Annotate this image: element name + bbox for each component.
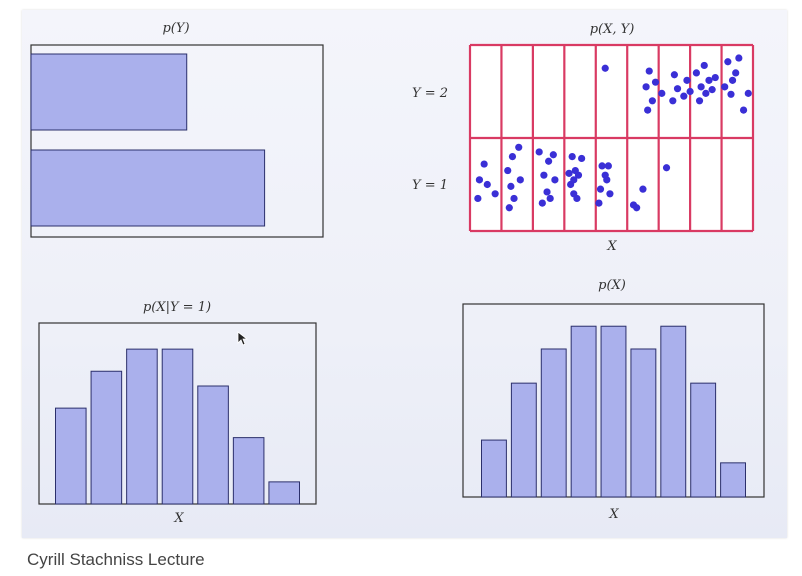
pxy-point-67 (629, 201, 638, 209)
pxy-point-16 (705, 76, 713, 84)
pxy-point-54 (578, 154, 586, 163)
pxy-xlabel: X (607, 239, 617, 254)
pxy-ytick-2: Y = 2 (412, 86, 449, 101)
pxy-point-13 (692, 69, 700, 77)
px-bar-5 (630, 348, 657, 498)
pxy-point-25 (735, 54, 743, 62)
pxgy1-bar-6 (268, 481, 301, 505)
px-bar-8 (720, 462, 747, 498)
pxy-point-46 (551, 176, 559, 184)
pxgy1-bar-5 (232, 437, 265, 505)
pxgy1-bar-0 (55, 407, 87, 505)
pxy-point-37 (510, 194, 518, 203)
pxgy1-title: p(X|Y = 1) (142, 300, 212, 315)
pxy-point-47 (543, 188, 551, 196)
pxy-point-42 (540, 171, 548, 179)
pxgy1-bar-1 (90, 370, 123, 505)
pxy-point-19 (700, 61, 708, 70)
pxy-point-5 (658, 89, 666, 97)
pxgy1-xlabel: X (174, 511, 184, 526)
pxy-point-14 (697, 83, 705, 91)
pxy-point-43 (545, 157, 553, 165)
pxy-point-33 (480, 160, 488, 168)
pxy-point-31 (474, 194, 482, 203)
pxy-point-6 (645, 67, 653, 75)
pxy-point-68 (662, 164, 671, 172)
py-bar-0 (30, 53, 188, 131)
pxy-point-55 (573, 194, 581, 203)
pxy-point-9 (680, 92, 688, 100)
pxy-point-30 (483, 180, 491, 189)
pxy-point-26 (728, 76, 737, 84)
pxy-point-36 (515, 143, 523, 151)
px-bar-4 (600, 325, 627, 498)
pxy-point-1 (642, 83, 650, 91)
pxy-point-7 (670, 71, 678, 79)
px-bar-6 (660, 325, 687, 498)
pxy-point-48 (549, 151, 557, 159)
pxy-point-62 (595, 199, 603, 207)
pxy-point-27 (739, 106, 748, 114)
pxy-point-12 (686, 87, 694, 96)
pxy-point-20 (708, 86, 716, 94)
pxy-point-28 (744, 89, 752, 97)
pxy-point-29 (475, 176, 484, 184)
pxy-point-11 (683, 76, 691, 84)
pxy-title: p(X, Y) (589, 22, 635, 37)
pxy-point-66 (639, 185, 647, 193)
pxy-point-34 (504, 166, 512, 175)
pxy-point-22 (727, 90, 735, 98)
py-chart (30, 44, 324, 238)
caption: Cyrill Stachniss Lecture (27, 550, 205, 569)
pxy-point-40 (507, 182, 515, 190)
px-bar-0 (481, 439, 507, 498)
pxy-point-52 (574, 171, 583, 179)
py-bar-1 (30, 149, 266, 227)
pxy-point-39 (516, 176, 524, 184)
lecture-slide: p(Y) p(X, Y) Y = 2 Y = 1 X p(X|Y = 1) X … (22, 10, 787, 538)
px-xlabel: X (609, 507, 619, 522)
px-bar-7 (690, 382, 717, 498)
pxy-chart (468, 43, 755, 233)
pxy-point-63 (601, 171, 609, 179)
pxgy1-bar-4 (197, 385, 229, 505)
pxy-point-58 (596, 185, 605, 193)
pxgy1-chart (38, 322, 317, 505)
pxy-point-56 (570, 176, 578, 184)
pxgy1-bar-2 (126, 348, 158, 505)
pxy-point-8 (673, 85, 682, 93)
px-title: p(X) (598, 278, 626, 293)
pxy-point-24 (724, 58, 732, 66)
px-bar-1 (510, 382, 537, 498)
pxy-point-53 (568, 153, 576, 161)
pxy-point-21 (721, 83, 729, 91)
pxy-point-44 (538, 199, 546, 207)
pxy-point-4 (651, 78, 660, 86)
pxy-point-18 (711, 73, 719, 82)
pxy-point-10 (669, 97, 677, 105)
pxy-point-3 (644, 106, 652, 114)
pxy-point-23 (732, 69, 740, 77)
pxy-point-35 (508, 153, 517, 161)
py-title: p(Y) (162, 21, 190, 36)
mouse-cursor-icon (237, 331, 249, 346)
pxy-point-41 (535, 148, 543, 156)
px-chart (462, 303, 765, 498)
px-bar-3 (570, 325, 597, 498)
pxy-point-57 (565, 169, 573, 177)
pxy-point-64 (606, 190, 614, 198)
pxy-point-38 (505, 204, 513, 212)
pxy-ytick-1: Y = 1 (412, 178, 449, 193)
pxgy1-bar-3 (161, 348, 194, 505)
px-bar-2 (540, 348, 567, 498)
pxy-point-15 (702, 89, 710, 97)
pxy-point-0 (601, 64, 609, 72)
pxy-point-61 (604, 162, 612, 170)
pxy-point-17 (695, 97, 704, 105)
pxy-point-60 (598, 162, 606, 170)
py-frame (30, 44, 324, 238)
pxy-point-32 (491, 190, 499, 198)
pxy-point-2 (648, 97, 656, 105)
pxy-point-45 (546, 194, 554, 203)
